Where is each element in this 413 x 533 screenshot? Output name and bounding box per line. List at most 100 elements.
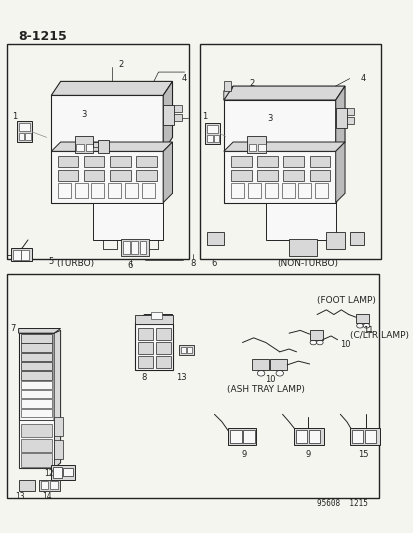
Text: 5: 5 [49, 257, 54, 266]
Bar [243, 430, 254, 443]
Text: 6: 6 [128, 261, 133, 270]
Bar [155, 342, 170, 354]
Bar [295, 430, 306, 443]
Bar [309, 330, 322, 340]
Text: 14: 14 [42, 492, 51, 501]
Polygon shape [163, 142, 172, 203]
Bar [21, 250, 29, 260]
Polygon shape [223, 86, 233, 100]
Bar [19, 123, 30, 131]
Text: 8: 8 [142, 373, 147, 382]
Bar [21, 343, 52, 352]
Bar [364, 430, 375, 443]
Bar [76, 144, 84, 151]
Bar [85, 144, 93, 151]
Bar [11, 248, 32, 261]
Polygon shape [54, 330, 60, 469]
Text: 10: 10 [265, 375, 275, 384]
Text: 9: 9 [304, 450, 310, 459]
Ellipse shape [316, 340, 322, 345]
Bar [309, 156, 329, 167]
Ellipse shape [309, 340, 316, 345]
Bar [110, 170, 130, 181]
Bar [351, 430, 362, 443]
Bar [174, 104, 181, 112]
Bar [25, 133, 31, 140]
Bar [121, 239, 149, 256]
Bar [21, 424, 52, 437]
Bar [231, 156, 251, 167]
Bar [21, 390, 52, 399]
Bar [178, 345, 194, 354]
Bar [54, 440, 63, 459]
Bar [58, 156, 78, 167]
Bar [50, 481, 58, 489]
Bar [298, 183, 311, 198]
Bar [314, 183, 328, 198]
Bar [21, 399, 52, 408]
Ellipse shape [275, 370, 283, 376]
Polygon shape [51, 95, 163, 151]
Bar [7, 274, 378, 498]
Bar [138, 328, 152, 340]
Bar [84, 156, 104, 167]
Bar [349, 231, 363, 245]
Bar [200, 44, 380, 259]
Bar [349, 429, 379, 445]
Bar [251, 359, 268, 370]
Bar [91, 183, 104, 198]
Text: 3: 3 [81, 110, 86, 118]
Ellipse shape [362, 324, 369, 328]
Bar [281, 183, 294, 198]
Bar [138, 342, 152, 354]
Bar [63, 469, 73, 476]
Bar [58, 183, 71, 198]
Bar [283, 170, 303, 181]
Text: 7: 7 [10, 324, 16, 333]
Text: 13: 13 [16, 492, 25, 501]
Bar [257, 170, 277, 181]
Bar [257, 156, 277, 167]
Bar [7, 44, 189, 259]
Bar [110, 156, 130, 167]
Polygon shape [19, 328, 60, 333]
Bar [136, 170, 156, 181]
Bar [21, 439, 52, 451]
Bar [58, 170, 78, 181]
Bar [180, 347, 185, 353]
Text: 15: 15 [358, 450, 368, 459]
Bar [74, 183, 88, 198]
Bar [264, 183, 277, 198]
Bar [53, 466, 62, 478]
Bar [346, 117, 354, 124]
Bar [247, 183, 261, 198]
Bar [21, 334, 52, 343]
Polygon shape [223, 100, 335, 151]
Text: (ASH TRAY LAMP): (ASH TRAY LAMP) [226, 385, 304, 394]
Bar [187, 347, 192, 353]
Bar [21, 372, 52, 380]
Bar [247, 136, 265, 153]
Bar [213, 134, 218, 142]
Text: 4: 4 [182, 74, 187, 83]
Text: (FOOT LAMP): (FOOT LAMP) [316, 296, 375, 305]
Polygon shape [93, 203, 163, 240]
Bar [131, 241, 138, 254]
Bar [283, 156, 303, 167]
Bar [136, 156, 156, 167]
Bar [125, 183, 138, 198]
Text: 95608  1215: 95608 1215 [317, 498, 368, 507]
Bar [308, 430, 319, 443]
Bar [84, 170, 104, 181]
Bar [98, 140, 109, 153]
Polygon shape [163, 82, 172, 151]
Text: 4: 4 [360, 74, 366, 83]
Bar [228, 429, 256, 445]
Text: 12: 12 [44, 469, 53, 478]
Bar [206, 134, 212, 142]
Bar [123, 241, 129, 254]
Polygon shape [223, 86, 344, 100]
Text: (NON-TURBO): (NON-TURBO) [277, 259, 337, 268]
Bar [155, 356, 170, 368]
Bar [19, 133, 24, 140]
